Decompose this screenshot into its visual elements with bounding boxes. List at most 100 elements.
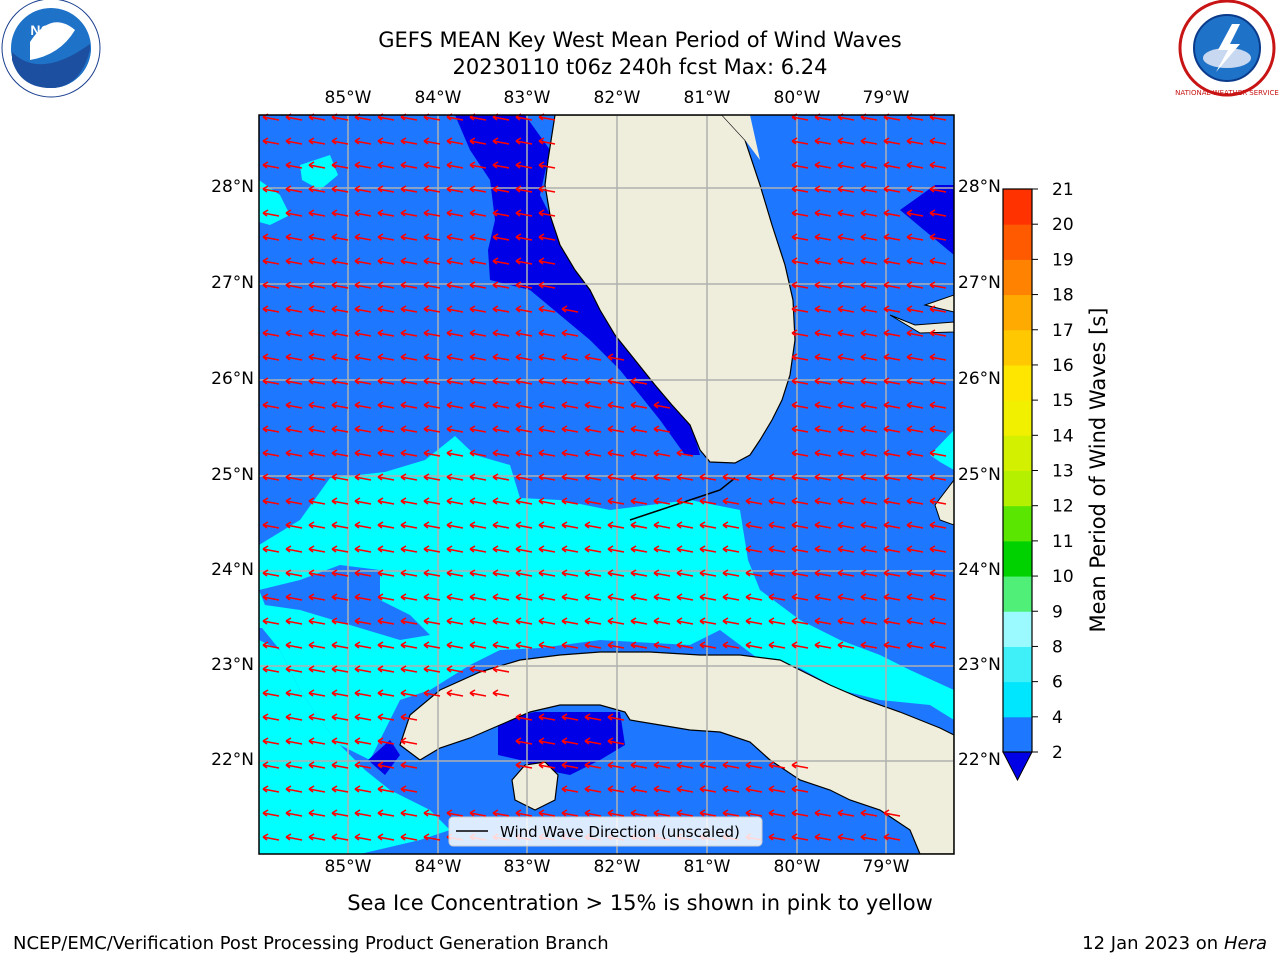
colorbar-tick-label: 16	[1052, 356, 1074, 376]
wind-arrow	[906, 161, 924, 169]
legend: Wind Wave Direction (unscaled)	[448, 816, 763, 847]
wind-arrow	[906, 377, 924, 385]
chart-title: GEFS MEAN Key West Mean Period of Wind W…	[378, 28, 902, 52]
wind-arrow	[791, 545, 809, 553]
wind-arrow	[906, 545, 924, 553]
wind-arrow	[446, 809, 464, 817]
wind-arrow	[331, 833, 349, 841]
ocean-light-spot	[300, 155, 338, 190]
lat-label: 24°N	[211, 560, 254, 580]
wind-arrow	[492, 281, 510, 289]
ocean-dark-wfl	[455, 115, 700, 455]
wind-arrow	[285, 545, 303, 553]
wind-arrow	[492, 329, 510, 337]
wind-arrow	[377, 353, 395, 361]
wind-arrow	[814, 377, 832, 385]
colorbar-segment	[1003, 329, 1032, 366]
wind-arrow	[446, 329, 464, 337]
wind-arrow	[423, 401, 441, 409]
wind-arrow	[584, 809, 602, 817]
wind-arrow	[584, 617, 602, 625]
wind-arrow	[285, 137, 303, 145]
wind-arrow	[607, 449, 625, 457]
wind-arrow	[653, 401, 671, 409]
wind-arrow	[676, 545, 694, 553]
lon-label: 79°W	[862, 857, 910, 877]
wind-arrow	[883, 833, 901, 841]
wind-arrow	[331, 449, 349, 457]
wind-arrow	[630, 785, 648, 793]
lon-label: 80°W	[773, 88, 821, 108]
wind-arrow	[561, 761, 579, 769]
wind-arrow	[262, 617, 280, 625]
wind-arrow	[400, 329, 418, 337]
wind-arrow	[791, 569, 809, 577]
wind-arrow	[354, 761, 372, 769]
wind-arrow	[883, 281, 901, 289]
wind-arrow	[285, 161, 303, 169]
wind-arrow	[377, 809, 395, 817]
wind-arrow	[607, 737, 625, 745]
wind-arrow	[676, 521, 694, 529]
wind-arrow	[538, 809, 556, 817]
wind-arrow	[538, 377, 556, 385]
wind-arrow	[837, 497, 855, 505]
wind-arrow	[607, 545, 625, 553]
wind-arrow	[446, 689, 464, 697]
wind-arrow	[400, 497, 418, 505]
wind-arrow	[423, 233, 441, 241]
wind-arrow	[492, 353, 510, 361]
wind-arrow	[630, 809, 648, 817]
wind-arrow	[814, 137, 832, 145]
wind-arrow	[814, 473, 832, 481]
wind-arrow	[906, 641, 924, 649]
colorbar-tick-label: 9	[1052, 602, 1063, 622]
wind-arrow	[285, 377, 303, 385]
lat-label: 25°N	[958, 465, 1001, 485]
wind-arrow	[791, 185, 809, 193]
wind-arrow	[331, 161, 349, 169]
wind-arrow	[377, 305, 395, 313]
wind-arrow	[860, 305, 878, 313]
wind-arrow	[768, 641, 786, 649]
wind-arrow	[929, 545, 947, 553]
wind-arrow	[630, 569, 648, 577]
colorbar-segment	[1003, 716, 1032, 753]
wind-arrow	[538, 569, 556, 577]
wind-arrow	[860, 257, 878, 265]
wind-arrow	[791, 305, 809, 313]
wind-arrow	[538, 737, 556, 745]
wind-arrow	[906, 209, 924, 217]
wind-arrow	[676, 497, 694, 505]
wind-arrow	[285, 689, 303, 697]
wind-arrow	[929, 593, 947, 601]
wind-arrow	[331, 737, 349, 745]
wind-arrow	[400, 377, 418, 385]
wind-arrow	[538, 761, 556, 769]
wind-arrow	[791, 449, 809, 457]
wind-arrow	[469, 449, 487, 457]
wind-arrow	[400, 689, 418, 697]
wind-arrow	[285, 353, 303, 361]
wind-arrow	[262, 257, 280, 265]
wind-arrow	[354, 569, 372, 577]
wind-arrow	[492, 569, 510, 577]
ocean-dark-ne	[900, 185, 954, 255]
wind-arrow	[423, 377, 441, 385]
wind-arrow	[400, 233, 418, 241]
wind-arrow	[262, 377, 280, 385]
wind-arrow	[446, 593, 464, 601]
wind-arrow	[262, 401, 280, 409]
wind-arrow	[446, 449, 464, 457]
wind-arrow	[745, 761, 763, 769]
wind-arrow	[469, 641, 487, 649]
wind-arrow	[492, 689, 510, 697]
wind-arrow	[354, 449, 372, 457]
wind-arrow	[354, 185, 372, 193]
wind-arrow	[791, 233, 809, 241]
wind-arrow	[308, 665, 326, 673]
wind-arrow	[446, 425, 464, 433]
wind-arrow	[308, 641, 326, 649]
wind-arrow	[446, 257, 464, 265]
